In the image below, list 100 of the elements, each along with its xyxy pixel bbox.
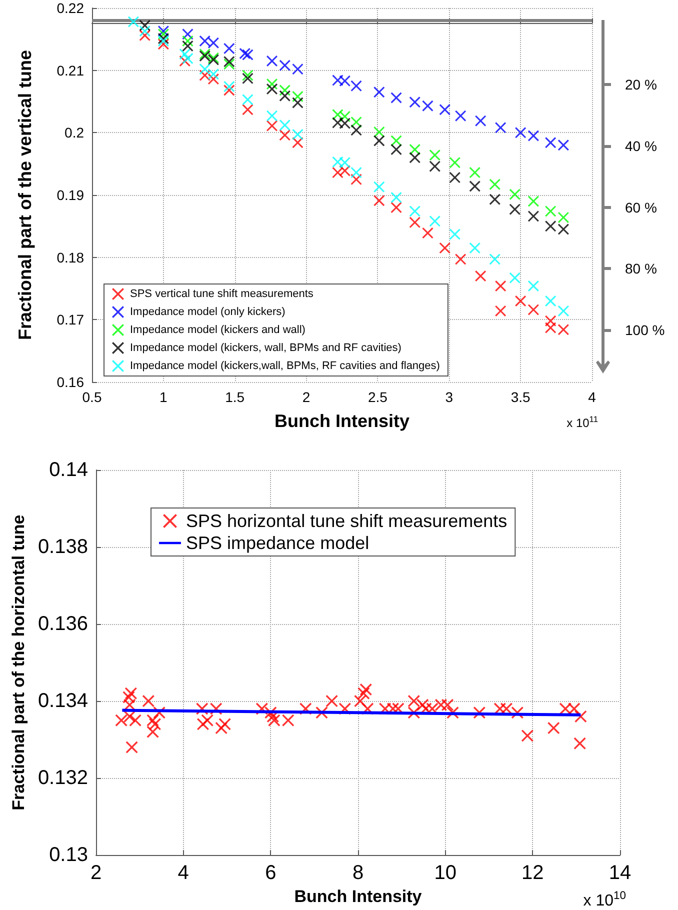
point: [409, 152, 420, 164]
point: [469, 242, 480, 254]
y-tick-label: 0.13: [49, 844, 88, 866]
x-tick-label: 0.5: [82, 389, 102, 405]
point: [242, 49, 254, 60]
text: x 10$^{11}$: [566, 414, 598, 430]
point: [266, 110, 278, 122]
y-tick-label: 0.134: [38, 690, 88, 712]
point: [268, 714, 280, 726]
y-tick-label: 0.132: [38, 767, 88, 790]
point: [558, 212, 569, 223]
point: [292, 129, 304, 140]
point: [218, 718, 231, 730]
point: [545, 206, 556, 217]
point: [339, 118, 350, 129]
point: [224, 56, 235, 68]
point: [350, 80, 362, 92]
point: [489, 178, 500, 190]
x-tick-label: 14: [608, 862, 632, 884]
point: [489, 254, 500, 265]
y2-tick-label: 20 %: [625, 76, 657, 93]
point: [439, 242, 450, 254]
point: [266, 55, 278, 66]
point: [182, 52, 194, 64]
y-tick-label: 0.16: [56, 374, 84, 390]
legend-label: Impedance model (only kickers): [130, 306, 286, 318]
y-tick-label: 0.19: [56, 187, 84, 203]
point: [455, 110, 466, 122]
x-tick-label: 4: [178, 862, 189, 884]
point: [326, 695, 338, 708]
point: [282, 714, 294, 726]
legend-label: Impedance model (kickers,wall, BPMs, RF cavities and flanges): [130, 360, 440, 372]
y2-tick-label: 100 %: [625, 322, 665, 338]
point: [528, 304, 539, 316]
point: [139, 26, 150, 37]
x-tick-label: 2: [302, 389, 310, 405]
y-tick-label: 0.22: [56, 0, 84, 16]
x-tick-label: 12: [522, 862, 544, 884]
point: [521, 730, 534, 742]
y-tick-label: 0.136: [38, 613, 88, 636]
y-tick-label: 0.14: [49, 459, 88, 481]
point: [495, 305, 506, 316]
point: [199, 36, 210, 47]
point: [475, 115, 486, 126]
point: [409, 96, 420, 108]
point: [515, 127, 526, 138]
point: [449, 228, 460, 240]
point: [528, 130, 539, 142]
point: [409, 206, 420, 217]
text: x 10$^{10}$: [583, 890, 626, 910]
y-tick-label: 0.138: [38, 536, 88, 558]
point: [266, 120, 278, 132]
point: [350, 124, 362, 136]
point: [558, 305, 569, 316]
x-tick-label: 1: [160, 389, 168, 405]
x-tick-label: 3.5: [510, 389, 531, 405]
point: [148, 718, 161, 730]
point: [408, 695, 420, 708]
point: [545, 322, 556, 334]
y-tick-label: 0.18: [56, 249, 84, 266]
point: [469, 180, 480, 192]
point: [509, 204, 520, 215]
point: [292, 97, 304, 108]
point: [469, 167, 480, 178]
point: [442, 698, 454, 711]
point: [224, 81, 235, 92]
point: [374, 86, 385, 98]
point: [124, 687, 137, 700]
y-axis-title: Fractional part of the horizontal tune: [9, 514, 28, 810]
point: [390, 202, 402, 213]
legend-label: SPS horizontal tune shift measurements: [186, 511, 508, 531]
legend-label: SPS impedance model: [186, 533, 370, 553]
point: [422, 100, 434, 112]
point: [115, 714, 128, 726]
point: [422, 228, 434, 239]
point: [374, 181, 385, 192]
point: [558, 324, 569, 336]
point: [126, 741, 138, 754]
point: [449, 172, 460, 184]
y-tick-label: 0.21: [56, 62, 84, 78]
y-axis-title: Fractional part of the vertical tune: [15, 50, 35, 340]
point: [509, 272, 520, 284]
point: [528, 280, 539, 292]
x-tick-label: 10: [434, 862, 456, 884]
point: [279, 120, 290, 131]
point: [224, 43, 235, 54]
point: [429, 216, 440, 227]
point: [558, 224, 569, 235]
point: [374, 135, 385, 146]
point: [128, 16, 139, 28]
point: [279, 130, 290, 141]
point: [429, 160, 440, 172]
point: [266, 84, 278, 95]
y2-tick-label: 80 %: [625, 260, 657, 277]
point: [509, 188, 520, 200]
point: [439, 104, 450, 116]
x-tick-label: 3: [445, 389, 454, 405]
point: [515, 295, 526, 306]
point: [208, 37, 219, 48]
y-tick-label: 0.2: [64, 124, 84, 141]
